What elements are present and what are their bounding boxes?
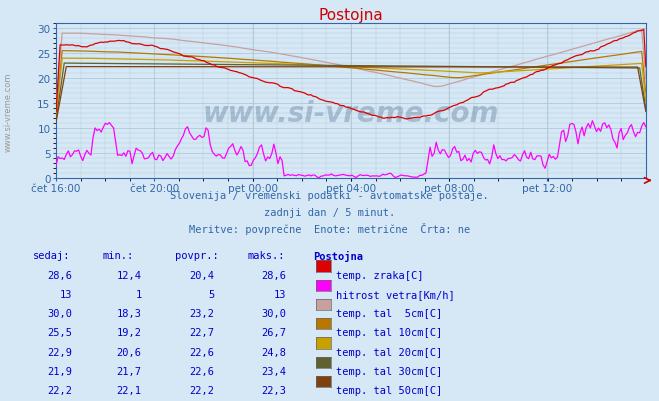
Text: Slovenija / vremenski podatki - avtomatske postaje.: Slovenija / vremenski podatki - avtomats… xyxy=(170,190,489,200)
Text: 5: 5 xyxy=(208,289,214,299)
Text: 22,2: 22,2 xyxy=(189,385,214,395)
Text: 28,6: 28,6 xyxy=(262,270,287,280)
Text: 21,9: 21,9 xyxy=(47,366,72,376)
Text: 19,2: 19,2 xyxy=(117,328,142,338)
Text: povpr.:: povpr.: xyxy=(175,251,218,261)
Text: 25,5: 25,5 xyxy=(47,328,72,338)
Text: 22,3: 22,3 xyxy=(262,385,287,395)
Text: 23,4: 23,4 xyxy=(262,366,287,376)
Text: temp. tal 10cm[C]: temp. tal 10cm[C] xyxy=(336,328,442,338)
Text: temp. tal 50cm[C]: temp. tal 50cm[C] xyxy=(336,385,442,395)
Text: 20,4: 20,4 xyxy=(189,270,214,280)
Text: sedaj:: sedaj: xyxy=(33,251,71,261)
Text: 22,6: 22,6 xyxy=(189,366,214,376)
Text: 30,0: 30,0 xyxy=(262,308,287,318)
Text: 13: 13 xyxy=(60,289,72,299)
Text: 23,2: 23,2 xyxy=(189,308,214,318)
Text: 26,7: 26,7 xyxy=(262,328,287,338)
Text: temp. zraka[C]: temp. zraka[C] xyxy=(336,270,424,280)
Text: www.si-vreme.com: www.si-vreme.com xyxy=(4,73,13,152)
Text: 22,2: 22,2 xyxy=(47,385,72,395)
Text: Meritve: povprečne  Enote: metrične  Črta: ne: Meritve: povprečne Enote: metrične Črta:… xyxy=(189,223,470,235)
Title: Postojna: Postojna xyxy=(318,8,384,23)
Text: 1: 1 xyxy=(136,289,142,299)
Text: 22,6: 22,6 xyxy=(189,347,214,357)
Text: 12,4: 12,4 xyxy=(117,270,142,280)
Text: 30,0: 30,0 xyxy=(47,308,72,318)
Text: temp. tal 30cm[C]: temp. tal 30cm[C] xyxy=(336,366,442,376)
Text: 22,7: 22,7 xyxy=(189,328,214,338)
Text: 28,6: 28,6 xyxy=(47,270,72,280)
Text: 22,1: 22,1 xyxy=(117,385,142,395)
Text: 24,8: 24,8 xyxy=(262,347,287,357)
Text: zadnji dan / 5 minut.: zadnji dan / 5 minut. xyxy=(264,208,395,218)
Text: www.si-vreme.com: www.si-vreme.com xyxy=(203,99,499,128)
Text: 22,9: 22,9 xyxy=(47,347,72,357)
Text: temp. tal  5cm[C]: temp. tal 5cm[C] xyxy=(336,308,442,318)
Text: temp. tal 20cm[C]: temp. tal 20cm[C] xyxy=(336,347,442,357)
Text: 13: 13 xyxy=(274,289,287,299)
Text: 20,6: 20,6 xyxy=(117,347,142,357)
Text: 18,3: 18,3 xyxy=(117,308,142,318)
Text: 21,7: 21,7 xyxy=(117,366,142,376)
Text: hitrost vetra[Km/h]: hitrost vetra[Km/h] xyxy=(336,289,455,299)
Text: min.:: min.: xyxy=(102,251,133,261)
Text: maks.:: maks.: xyxy=(247,251,285,261)
Text: Postojna: Postojna xyxy=(313,251,363,261)
